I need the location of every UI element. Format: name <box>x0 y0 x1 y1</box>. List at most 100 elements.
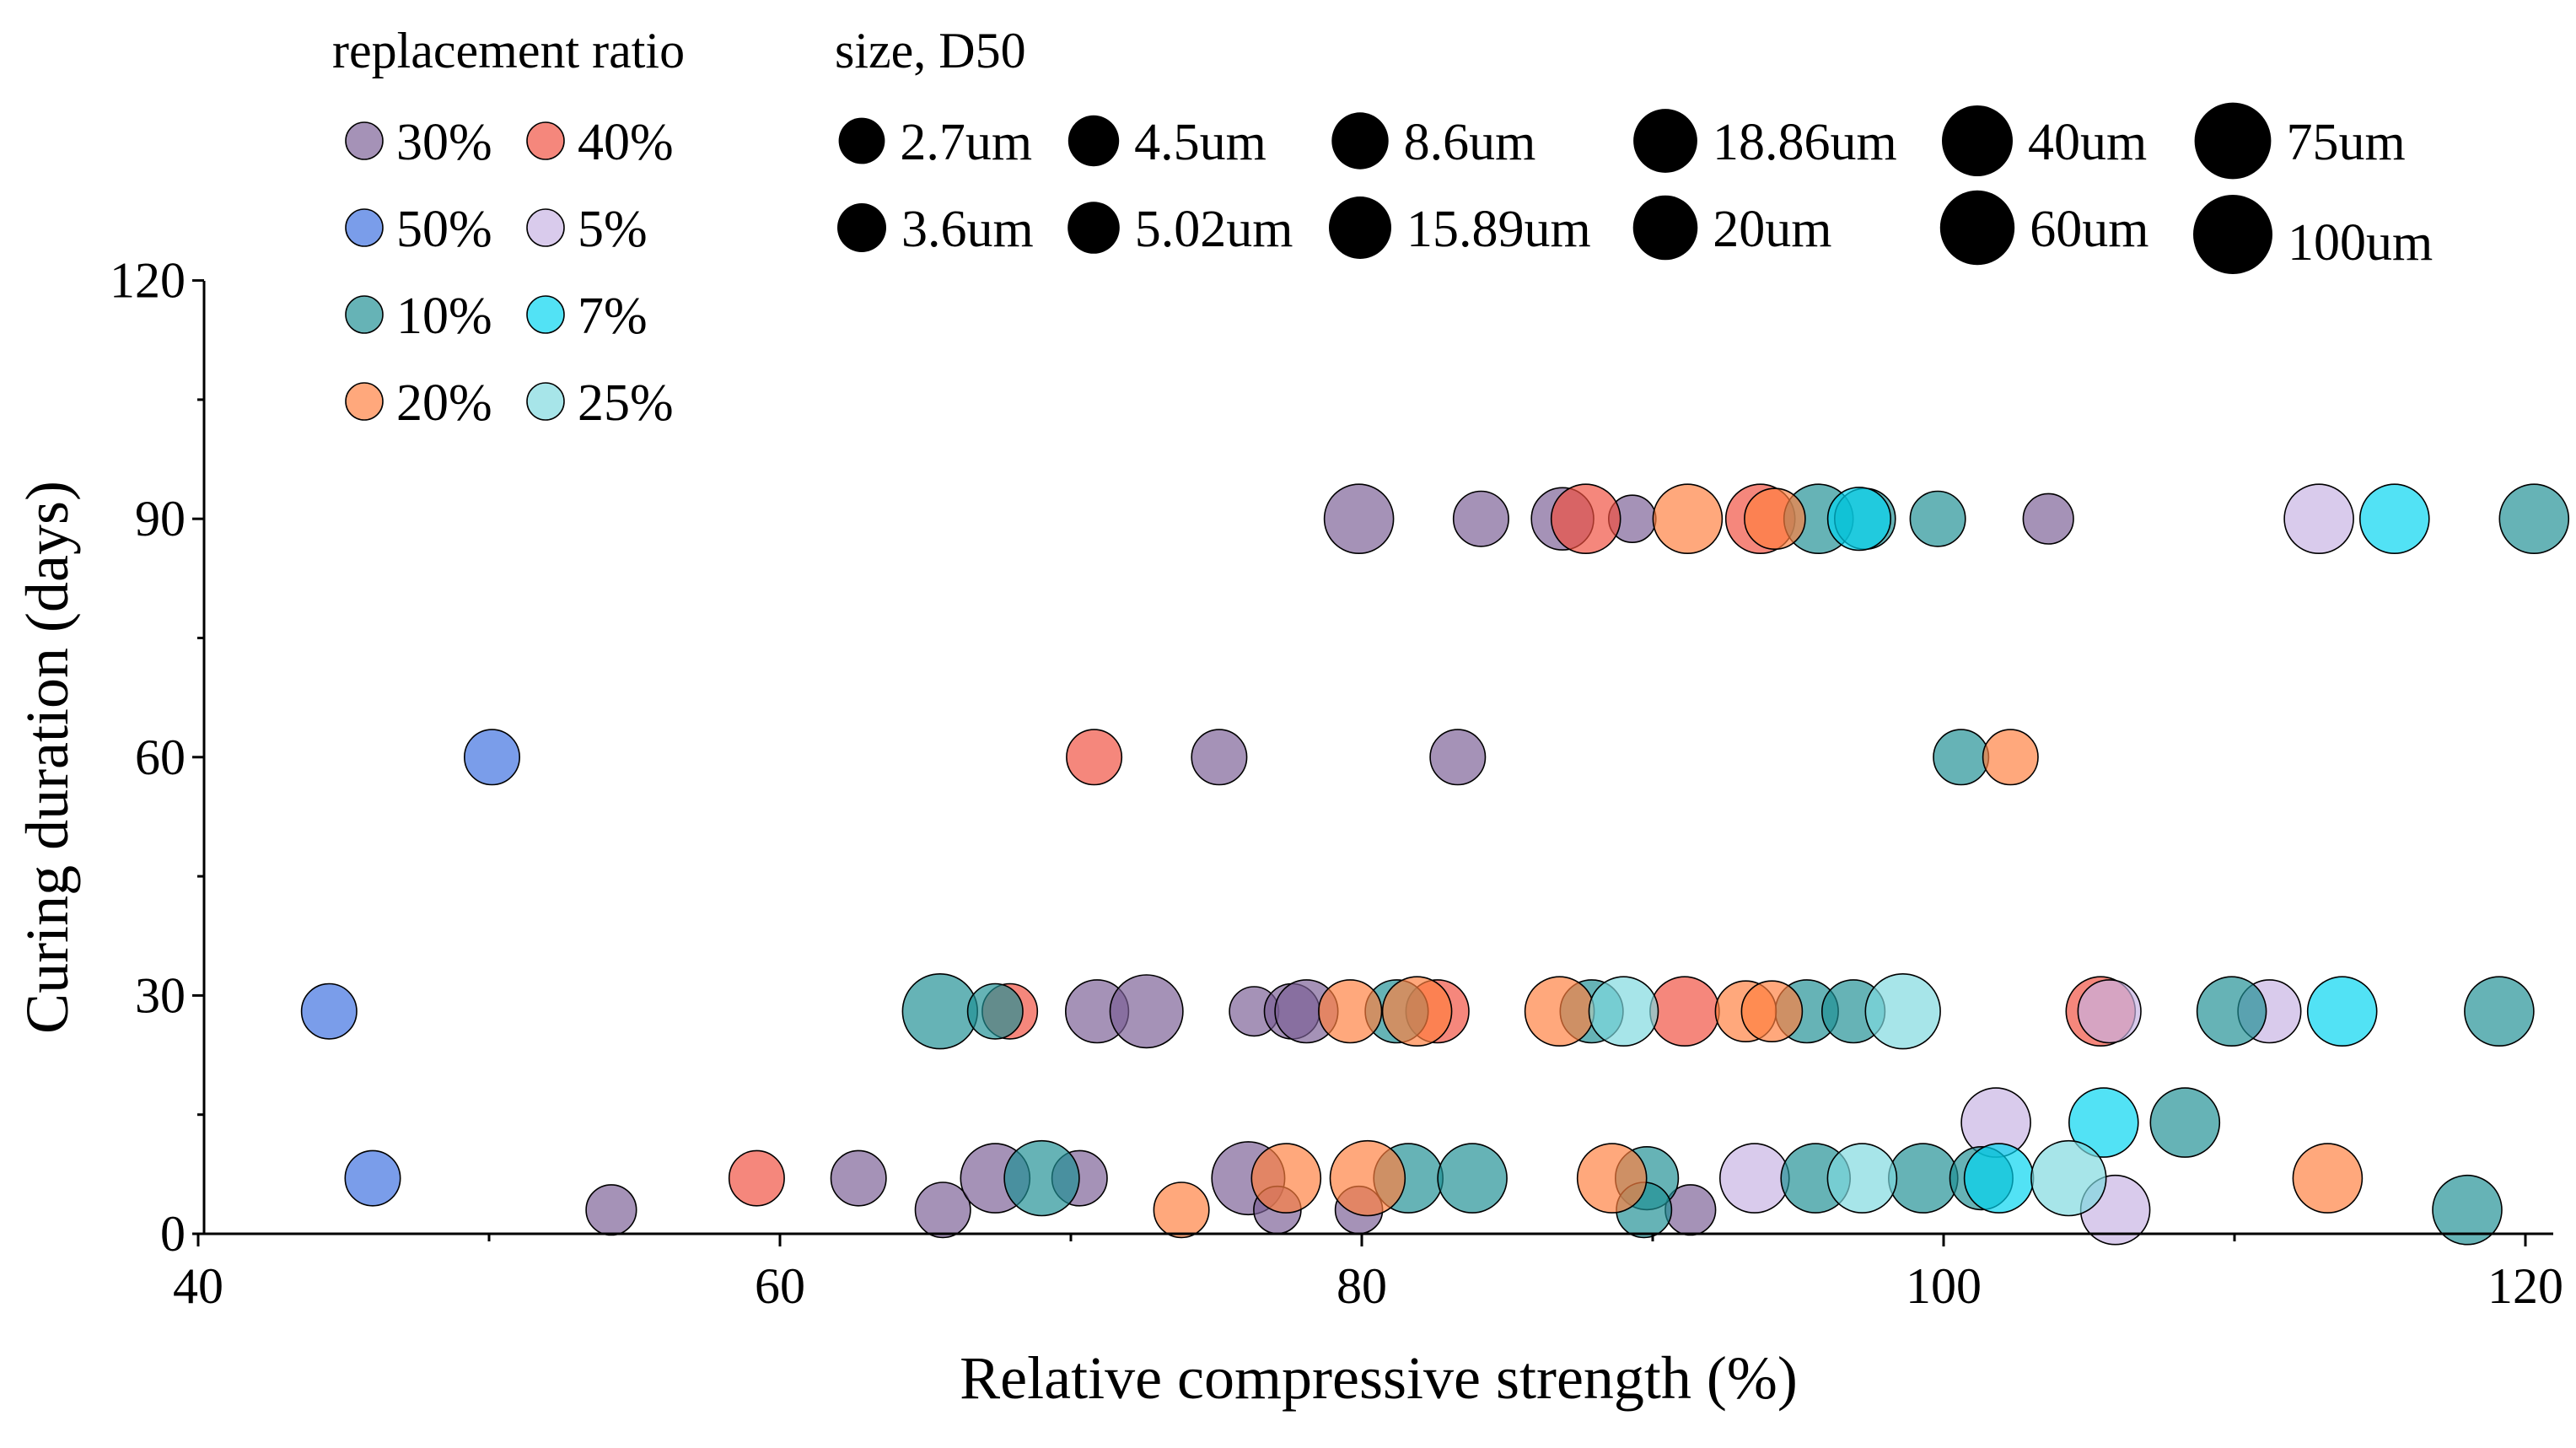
data-point <box>1588 976 1659 1047</box>
data-point <box>1329 1139 1406 1217</box>
legend-size-label: 2.7um <box>900 114 1032 171</box>
axes <box>202 281 2553 1235</box>
data-point <box>2498 483 2570 555</box>
legend-size-marker <box>2194 102 2272 180</box>
data-point <box>2149 1087 2221 1158</box>
x-tick-label: 100 <box>1906 1258 1982 1314</box>
data-point <box>1744 487 1806 551</box>
legend-size-label: 40um <box>2028 114 2147 171</box>
x-tick-label: 40 <box>173 1258 223 1314</box>
data-point <box>300 982 358 1040</box>
data-point <box>1318 979 1383 1044</box>
data-point <box>914 1182 971 1239</box>
y-tick-label: 30 <box>135 967 186 1023</box>
data-point <box>1250 1143 1322 1214</box>
legend-color-label: 10% <box>396 288 492 345</box>
data-point <box>2464 976 2535 1047</box>
size-legend-title: size, D50 <box>835 23 1026 78</box>
data-point <box>1740 980 1804 1042</box>
legend-size-label: 15.89um <box>1406 201 1591 258</box>
legend-color-swatch <box>526 208 565 247</box>
data-point <box>2359 483 2430 555</box>
data-point <box>585 1184 637 1236</box>
legend-size-label: 8.6um <box>1404 114 1536 171</box>
y-tick-label: 120 <box>110 253 186 309</box>
legend-size-marker <box>838 117 885 164</box>
legend-color-swatch <box>345 121 384 160</box>
data-point <box>1381 976 1453 1047</box>
data-point <box>1066 729 1123 786</box>
legend-color-label: 20% <box>396 374 492 432</box>
legend-size-label: 18.86um <box>1713 114 1897 171</box>
legend-size-label: 4.5um <box>1134 114 1266 171</box>
legend-size-marker <box>2193 195 2272 274</box>
data-point <box>901 972 979 1050</box>
data-point <box>1963 1143 2035 1214</box>
data-point <box>2030 1139 2107 1217</box>
data-point <box>1429 729 1487 786</box>
plot-points <box>300 483 2570 1246</box>
data-point <box>1576 1143 1648 1214</box>
data-point <box>1652 483 1724 555</box>
size-legend-items: 2.7um 3.6um 4.5um 5.02um 8.6um 15.89um 18.86um… <box>837 102 2433 274</box>
color-legend: replacement ratio 30% 40% 50% 5% 10% 7% 20% 25% <box>332 23 685 432</box>
data-point <box>2196 976 2267 1047</box>
x-axis-label: Relative compressive strength (%) <box>960 1344 1798 1412</box>
legend-color-swatch <box>345 295 384 334</box>
legend-color-swatch <box>526 295 565 334</box>
legend-size-marker <box>1331 112 1389 170</box>
data-point <box>1888 1143 1959 1214</box>
legend-size-label: 5.02um <box>1135 201 1293 258</box>
x-tick-label: 80 <box>1336 1258 1387 1314</box>
y-tick-label: 0 <box>160 1206 186 1262</box>
legend-size-marker <box>1633 109 1697 173</box>
legend-size-marker <box>1632 195 1698 261</box>
legend-color-label: 5% <box>578 201 648 258</box>
data-point <box>1826 1143 1898 1214</box>
data-point <box>2306 976 2378 1047</box>
data-point <box>1864 972 1941 1050</box>
x-tick-label: 60 <box>755 1258 805 1314</box>
legend-size-label: 100um <box>2288 214 2433 272</box>
data-point <box>1719 1143 1790 1214</box>
legend-color-swatch <box>345 208 384 247</box>
data-point <box>2283 483 2354 555</box>
data-point <box>2077 979 2142 1044</box>
data-point <box>1003 1139 1080 1217</box>
legend-size-marker <box>837 203 886 252</box>
legend-color-label: 7% <box>578 288 648 345</box>
legend-size-marker <box>1068 202 1120 254</box>
size-legend: size, D50 2.7um 3.6um 4.5um 5.02um 8.6um 15.8… <box>835 23 2433 274</box>
data-point <box>1437 1143 1508 1214</box>
y-axis-label: Curing duration (days) <box>13 481 81 1034</box>
legend-color-label: 25% <box>578 374 674 432</box>
legend-size-marker <box>1329 196 1391 259</box>
data-point <box>2068 1087 2139 1158</box>
data-point <box>1452 490 1509 547</box>
legend-color-swatch <box>345 382 384 421</box>
legend-color-label: 30% <box>396 114 492 171</box>
data-point <box>2022 493 2074 545</box>
data-point <box>1649 976 1720 1047</box>
legend-color-swatch <box>526 121 565 160</box>
color-legend-items: 30% 40% 50% 5% 10% 7% 20% 25% <box>345 114 674 432</box>
data-point <box>1524 976 1595 1047</box>
legend-color-label: 50% <box>396 201 492 258</box>
data-point <box>463 729 520 786</box>
data-point <box>1933 729 1990 786</box>
legend-size-label: 3.6um <box>901 201 1034 258</box>
legend-size-marker <box>1942 105 2013 176</box>
data-point <box>1109 974 1184 1049</box>
data-point <box>728 1149 785 1207</box>
data-point <box>1323 483 1395 555</box>
data-point <box>2292 1143 2364 1214</box>
data-point <box>1550 483 1621 555</box>
legend-color-label: 40% <box>578 114 674 171</box>
data-point <box>344 1149 401 1207</box>
legend-size-label: 75um <box>2286 114 2405 171</box>
data-point <box>1153 1182 1210 1239</box>
data-point <box>1191 729 1248 786</box>
data-point <box>1909 490 1966 547</box>
legend-size-marker <box>1939 190 2015 266</box>
